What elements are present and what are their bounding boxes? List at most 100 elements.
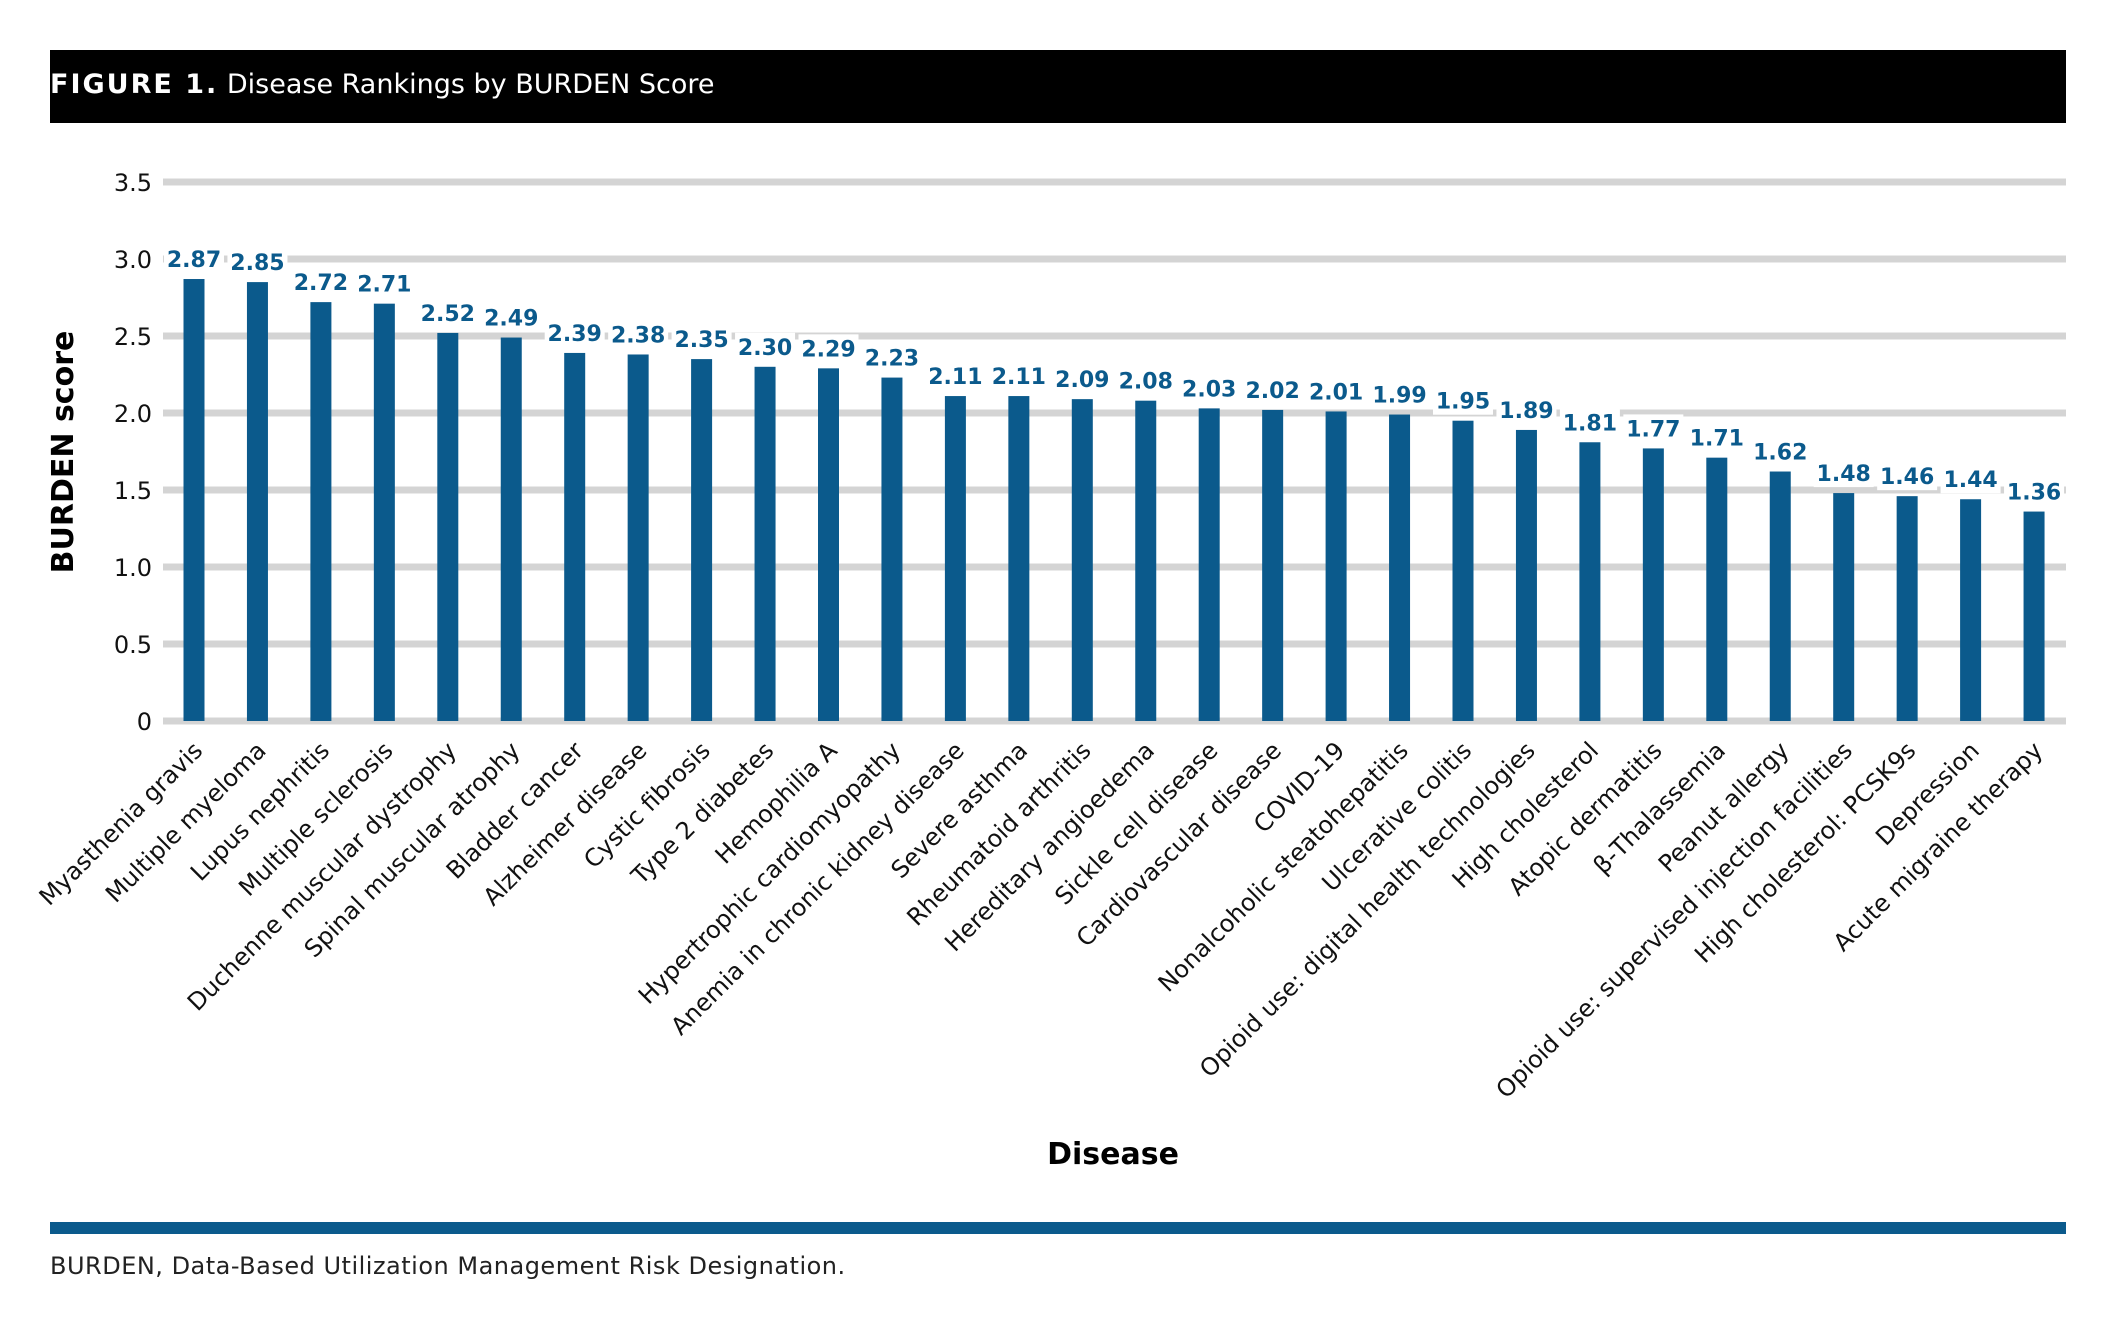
- value-label: 2.85: [230, 251, 284, 276]
- bar: [1706, 457, 1728, 721]
- value-label: 2.23: [865, 347, 919, 372]
- figure-title: FIGURE 1. Disease Rankings by BURDEN Sco…: [50, 69, 715, 100]
- y-tick-label: 3.5: [114, 169, 152, 197]
- value-label-background: [1623, 414, 1684, 443]
- value-label: 2.30: [738, 336, 792, 361]
- value-label-background: [1559, 408, 1620, 437]
- value-label: 2.11: [928, 365, 982, 390]
- y-tick-label: 1.5: [114, 477, 152, 505]
- bar: [1198, 408, 1220, 721]
- value-label-background: [798, 334, 859, 363]
- value-label: 2.09: [1055, 368, 1109, 393]
- value-label: 2.71: [357, 273, 411, 298]
- value-label-background: [988, 362, 1049, 391]
- y-tick-label: 0: [137, 708, 152, 736]
- value-label-background: [544, 318, 605, 347]
- bar: [1579, 442, 1601, 721]
- value-label: 2.49: [484, 307, 538, 332]
- value-label: 2.11: [992, 365, 1046, 390]
- value-label: 2.72: [294, 271, 348, 296]
- figure-label: FIGURE 1.: [50, 69, 219, 100]
- bar: [1008, 396, 1030, 721]
- y-tick-label: 1.0: [114, 554, 152, 582]
- value-label-background: [227, 248, 288, 277]
- value-label-background: [1496, 395, 1557, 424]
- value-label-background: [1052, 365, 1113, 394]
- value-label: 2.03: [1182, 377, 1236, 402]
- bar: [691, 359, 713, 721]
- bar: [627, 354, 649, 721]
- bar: [944, 396, 966, 721]
- bar: [754, 366, 776, 721]
- bar: [881, 377, 903, 721]
- bar: [1769, 471, 1791, 721]
- value-label-background: [290, 268, 351, 297]
- bar: [2023, 511, 2045, 721]
- bar: [1262, 409, 1284, 721]
- bar: [437, 332, 459, 721]
- bar: [818, 368, 839, 721]
- bar: [373, 303, 395, 721]
- value-label-background: [608, 320, 669, 349]
- bar: [1135, 400, 1157, 721]
- bar: [1833, 493, 1855, 721]
- y-tick-label: 2.5: [114, 323, 152, 351]
- gridlines: [163, 178, 2066, 725]
- value-label: 2.29: [801, 337, 855, 362]
- bar: [1071, 399, 1093, 721]
- bar: [564, 352, 586, 721]
- value-label: 2.08: [1119, 370, 1173, 395]
- value-label-background: [1750, 437, 1811, 466]
- value-label: 1.62: [1753, 441, 1807, 466]
- bar: [1389, 414, 1411, 721]
- value-label: 1.46: [1880, 465, 1934, 490]
- bar: [1896, 496, 1918, 721]
- value-label-background: [1115, 366, 1176, 395]
- value-label-background: [925, 362, 986, 391]
- value-label: 2.39: [548, 322, 602, 347]
- value-label-background: [1686, 423, 1747, 452]
- value-label: 1.48: [1817, 462, 1871, 487]
- value-label: 2.38: [611, 323, 665, 348]
- value-label: 1.99: [1372, 384, 1426, 409]
- x-axis-title: Disease: [1047, 1137, 1179, 1172]
- value-label-background: [1179, 374, 1240, 403]
- y-tick-label: 3.0: [114, 246, 152, 274]
- bar: [1642, 448, 1664, 721]
- bar: [246, 282, 268, 721]
- footer-rule: [50, 1222, 2066, 1234]
- value-label: 2.02: [1246, 379, 1300, 404]
- value-label-background: [164, 245, 224, 274]
- value-label-background: [481, 303, 542, 332]
- value-label-background: [735, 332, 796, 361]
- value-label: 1.77: [1626, 417, 1680, 442]
- value-label-background: [1813, 459, 1874, 488]
- value-label-background: [354, 269, 415, 298]
- value-label-background: [1940, 465, 2001, 494]
- figure-header-bar: [50, 50, 2066, 123]
- bar: [310, 302, 332, 721]
- value-label: 2.87: [167, 248, 221, 273]
- y-tick-label: 2.0: [114, 400, 152, 428]
- value-label: 2.52: [421, 302, 475, 327]
- value-label-background: [2004, 477, 2065, 506]
- value-label: 1.36: [2007, 481, 2061, 506]
- figure-title-text: Disease Rankings by BURDEN Score: [226, 69, 715, 100]
- bar: [1515, 429, 1537, 721]
- value-label-background: [1433, 386, 1493, 415]
- y-tick-label: 0.5: [114, 631, 152, 659]
- value-label: 1.81: [1563, 411, 1617, 436]
- value-label-background: [1306, 377, 1367, 406]
- bars: [183, 279, 2045, 721]
- value-label-background: [417, 298, 478, 327]
- value-label: 2.35: [674, 328, 728, 353]
- value-label: 1.44: [1943, 468, 1997, 493]
- y-axis-title: BURDEN score: [46, 331, 81, 574]
- value-label: 1.71: [1690, 427, 1744, 452]
- bar: [500, 337, 522, 721]
- value-label: 2.01: [1309, 380, 1363, 405]
- bar: [183, 279, 205, 721]
- value-labels: 2.87 2.85 2.72 2.71 2.52 2.49 2.39 2.38 2.35 2.30…: [164, 245, 2065, 506]
- bar: [1452, 420, 1474, 721]
